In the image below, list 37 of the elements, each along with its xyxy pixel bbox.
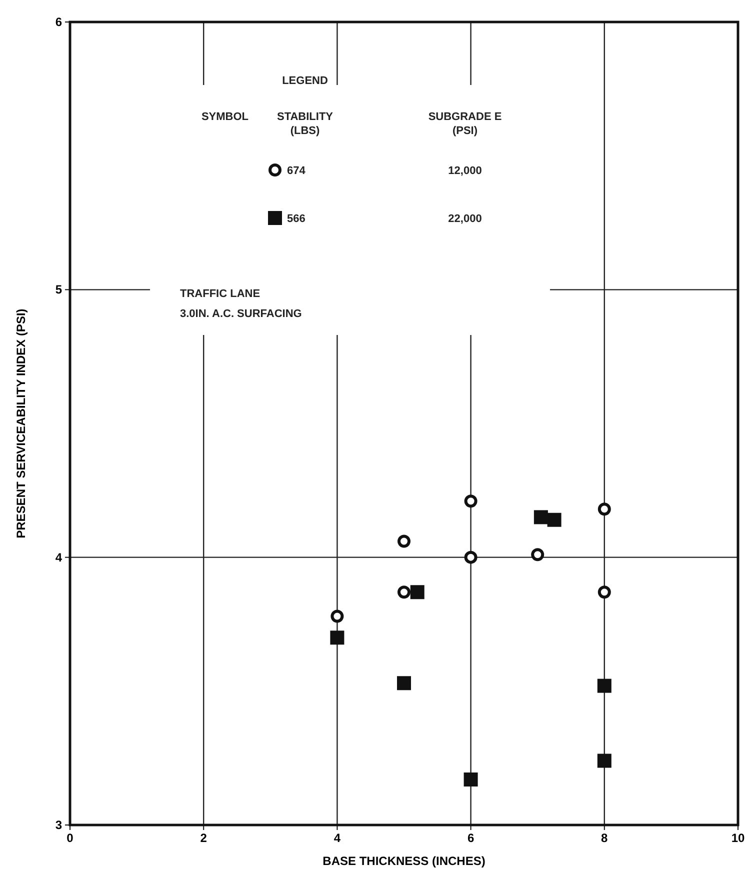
- point: [534, 510, 548, 524]
- x-tick-label: 2: [200, 831, 208, 845]
- point: [464, 494, 478, 508]
- y-axis-title: PRESENT SERVICEABILITY INDEX (PSI): [14, 308, 28, 538]
- point: [598, 586, 611, 599]
- point: [397, 676, 411, 690]
- annotation: 22,000: [448, 213, 482, 225]
- point: [398, 534, 410, 548]
- y-tick-label: 4: [55, 550, 62, 564]
- y-tick-label: 5: [55, 282, 62, 297]
- point: [531, 548, 544, 562]
- y-tick-label: 3: [55, 818, 62, 832]
- point: [398, 586, 410, 599]
- point: [547, 512, 562, 527]
- annotation: 12,000: [448, 165, 482, 177]
- annotation: SYMBOL: [201, 111, 249, 123]
- x-tick-label: 6: [467, 831, 474, 845]
- point: [410, 585, 424, 600]
- y-tick-label: 6: [55, 15, 62, 29]
- point: [598, 502, 611, 516]
- annotation: TRAFFIC LANE 3.0IN. A.C. SURFACING: [180, 288, 302, 320]
- annotation: SUBGRADE E (PSI): [428, 111, 502, 137]
- legend-title: LEGEND: [282, 75, 328, 87]
- point: [330, 610, 344, 623]
- point: [464, 772, 478, 786]
- point: [330, 630, 344, 645]
- annotation: STABILITY (LBS): [276, 111, 334, 137]
- point: [464, 550, 478, 564]
- x-axis-title: BASE THICKNESS (INCHES): [322, 854, 486, 868]
- x-tick-label: 0: [66, 831, 74, 845]
- x-tick-label: 4: [334, 831, 341, 845]
- x-tick-label: 8: [601, 831, 608, 845]
- legend-label: 566: [287, 213, 306, 225]
- point: [597, 754, 612, 768]
- legend-label: 674: [287, 165, 306, 177]
- point: [597, 678, 612, 693]
- x-tick-label: 10: [731, 831, 745, 845]
